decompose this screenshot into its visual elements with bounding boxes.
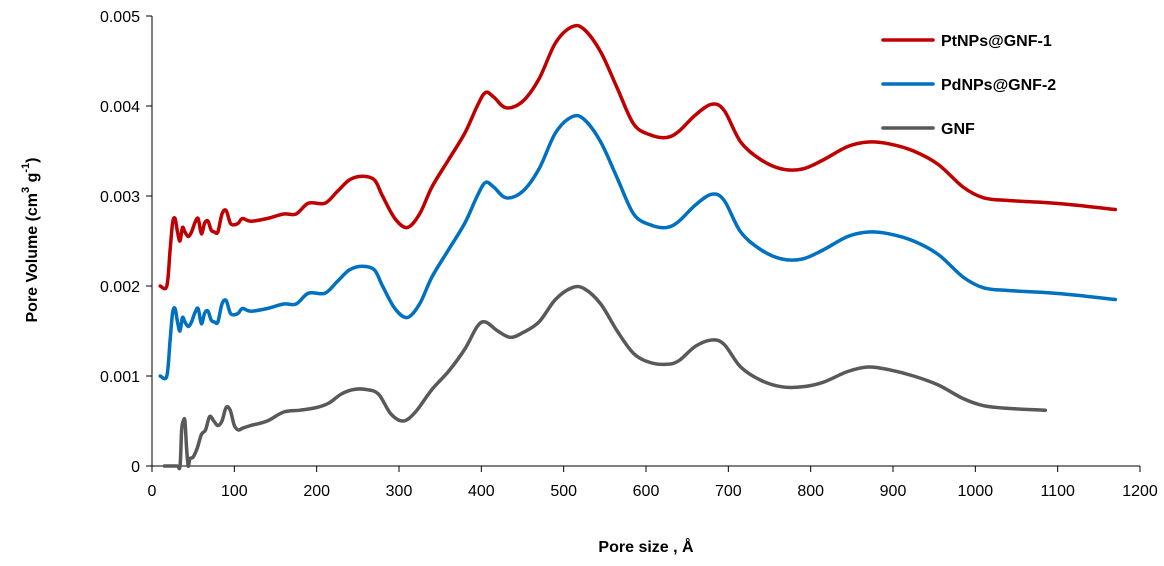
y-tick-label: 0.005: [100, 9, 140, 26]
series-line-pdnps-gnf-2: [158, 113, 1118, 381]
y-ticks: 0 0.001 0.002 0.003 0.004 0.005: [100, 9, 152, 476]
y-tick-label: 0.001: [100, 369, 140, 386]
y-tick-label: 0: [131, 459, 140, 476]
legend: PtNPs@GNF-1 PdNPs@GNF-2 GNF: [881, 33, 1056, 138]
x-tick-label: 500: [550, 483, 577, 500]
x-tick-label: 100: [221, 483, 248, 500]
legend-label-gnf: GNF: [941, 121, 975, 138]
x-tick-label: 1000: [958, 483, 994, 500]
series-lines: [158, 23, 1118, 471]
y-axis-title-part-1: Pore Volume (cm: [24, 193, 41, 323]
x-tick-label: 400: [468, 483, 495, 500]
x-tick-label: 200: [303, 483, 330, 500]
x-ticks: 0 100 200 300 400 500 600 700 800 900 1000 1100 1200: [148, 466, 1158, 500]
x-tick-label: 1100: [1040, 483, 1075, 500]
x-tick-label: 300: [386, 483, 413, 500]
series-line-ptnps-gnf-1: [158, 23, 1118, 291]
x-tick-label: 700: [715, 483, 742, 500]
y-axis-title-part-2: g: [24, 173, 41, 187]
legend-label-ptnps-gnf-1: PtNPs@GNF-1: [941, 33, 1052, 50]
y-axis-title-sup-2: -1: [20, 163, 32, 173]
y-axis-title-part-3: ): [24, 158, 41, 163]
series-line-gnf: [162, 284, 1048, 471]
x-tick-label: 600: [633, 483, 660, 500]
x-tick-label: 1200: [1122, 483, 1158, 500]
y-tick-label: 0.004: [100, 99, 140, 116]
y-tick-label: 0.002: [100, 279, 140, 296]
y-tick-label: 0.003: [100, 189, 140, 206]
x-tick-label: 800: [797, 483, 824, 500]
y-axis-title-sup-1: 3: [20, 187, 32, 193]
x-axis-title: Pore size , Å: [598, 537, 694, 556]
x-tick-label: 0: [148, 483, 157, 500]
y-axis-title: Pore Volume (cm3 g-1): [20, 158, 41, 323]
x-tick-label: 900: [880, 483, 907, 500]
legend-label-pdnps-gnf-2: PdNPs@GNF-2: [941, 77, 1056, 94]
